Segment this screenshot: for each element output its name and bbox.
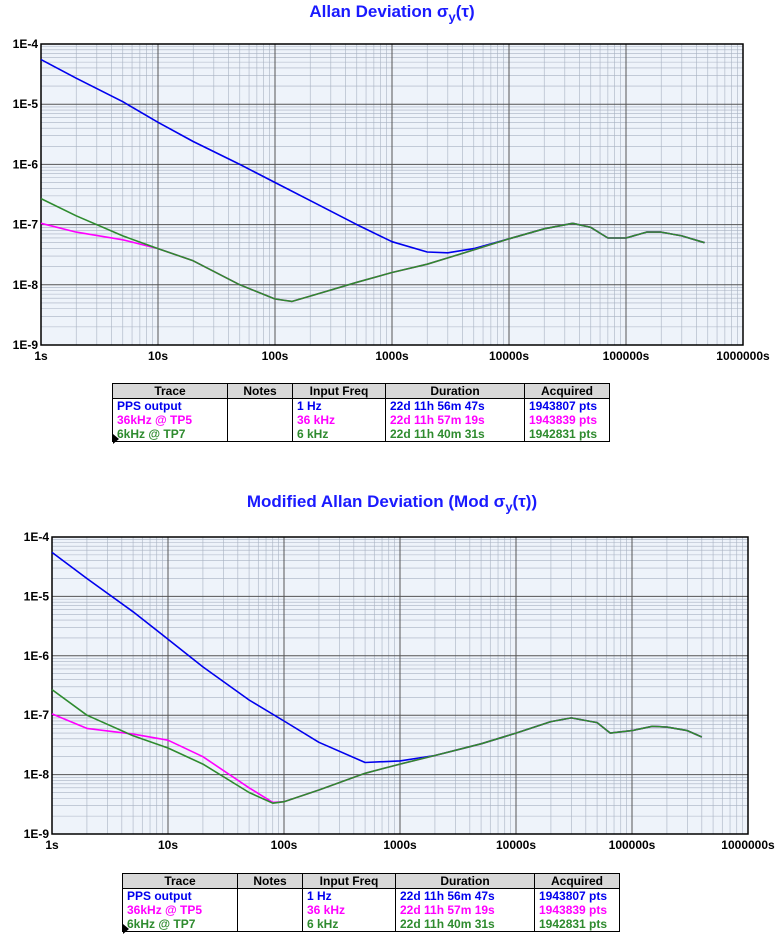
legend-table-2: Trace Notes Input Freq Duration Acquired… <box>122 873 620 932</box>
y-tick-label: 1E-5 <box>13 97 39 111</box>
legend-trace: PPS output <box>112 398 228 413</box>
chart1-title: Allan Deviation σy(τ) <box>309 2 475 25</box>
y-tick-label: 1E-4 <box>24 530 50 544</box>
allan-deviation-chart: 1s 10s 100s 1000s 10000s 100000s 1000000s 1E-9 1… <box>13 37 770 363</box>
legend-row-36khz: 36kHz @ TP5 36 kHz 22d 11h 57m 19s 19438… <box>122 903 620 917</box>
legend-duration: 22d 11h 40m 31s <box>395 917 535 932</box>
y-tick-label: 1E-7 <box>13 218 39 232</box>
legend-notes <box>227 398 293 413</box>
y-tick-label: 1E-5 <box>24 589 50 603</box>
y-tick-label: 1E-4 <box>13 37 39 51</box>
x-tick-label: 10000s <box>489 349 529 363</box>
legend-acquired: 1942831 pts <box>524 427 610 442</box>
legend-row-36khz: 36kHz @ TP5 36 kHz 22d 11h 57m 19s 19438… <box>112 413 610 427</box>
legend-acquired: 1943839 pts <box>534 903 620 917</box>
legend-duration: 22d 11h 56m 47s <box>395 888 535 903</box>
legend-freq: 1 Hz <box>292 398 386 413</box>
x-tick-label: 100s <box>271 838 298 852</box>
legend-row-6khz: 6kHz @ TP7 6 kHz 22d 11h 40m 31s 1942831… <box>122 917 620 932</box>
x-tick-label: 10s <box>158 838 178 852</box>
legend-header-notes: Notes <box>227 383 293 399</box>
legend-duration: 22d 11h 57m 19s <box>385 413 525 427</box>
legend-freq: 6 kHz <box>292 427 386 442</box>
legend-header-duration: Duration <box>385 383 525 399</box>
x-tick-label: 100000s <box>603 349 650 363</box>
x-tick-label: 100000s <box>609 838 656 852</box>
legend-acquired: 1943807 pts <box>524 398 610 413</box>
y-tick-label: 1E-8 <box>13 278 39 292</box>
legend-duration: 22d 11h 56m 47s <box>385 398 525 413</box>
x-tick-label: 1000s <box>375 349 409 363</box>
legend-freq: 1 Hz <box>302 888 396 903</box>
y-tick-label: 1E-6 <box>24 649 50 663</box>
series-line-green <box>51 688 703 805</box>
legend-acquired: 1943839 pts <box>524 413 610 427</box>
legend-duration: 22d 11h 57m 19s <box>395 903 535 917</box>
legend-freq: 6 kHz <box>302 917 396 932</box>
x-tick-label: 1s <box>34 349 48 363</box>
y-tick-label: 1E-9 <box>24 827 50 841</box>
x-tick-label: 100s <box>262 349 289 363</box>
legend-duration: 22d 11h 40m 31s <box>385 427 525 442</box>
legend-notes <box>237 888 303 903</box>
y-tick-label: 1E-8 <box>24 768 50 782</box>
legend-row-pps: PPS output 1 Hz 22d 11h 56m 47s 1943807 … <box>122 888 620 903</box>
plot-frame <box>40 43 744 346</box>
legend-header-freq: Input Freq <box>302 873 396 889</box>
legend-header-duration: Duration <box>395 873 535 889</box>
selected-row-marker-icon <box>113 434 119 444</box>
modified-allan-deviation-chart: 1s 10s 100s 1000s 10000s 100000s 1000000s 1E-9 1… <box>24 530 775 852</box>
legend-notes <box>237 903 303 917</box>
legend-row-6khz: 6kHz @ TP7 6 kHz 22d 11h 40m 31s 1942831… <box>112 427 610 442</box>
selected-row-marker-icon <box>123 924 129 934</box>
legend-notes <box>227 427 293 442</box>
x-tick-label: 1000s <box>383 838 417 852</box>
legend-notes <box>237 917 303 932</box>
legend-header-acquired: Acquired <box>534 873 620 889</box>
legend-header-trace: Trace <box>112 383 228 399</box>
legend-row-pps: PPS output 1 Hz 22d 11h 56m 47s 1943807 … <box>112 398 610 413</box>
y-tick-label: 1E-6 <box>13 157 39 171</box>
y-tick-label: 1E-7 <box>24 708 50 722</box>
legend-trace: PPS output <box>122 888 238 903</box>
x-tick-label: 1000000s <box>721 838 775 852</box>
legend-freq: 36 kHz <box>302 903 396 917</box>
legend-freq: 36 kHz <box>292 413 386 427</box>
x-tick-label: 10s <box>148 349 168 363</box>
legend-trace: 6kHz @ TP7 <box>122 917 238 932</box>
x-tick-label: 1s <box>45 838 59 852</box>
legend-header-trace: Trace <box>122 873 238 889</box>
series-line-green <box>40 197 705 303</box>
legend-header-notes: Notes <box>237 873 303 889</box>
legend-trace: 36kHz @ TP5 <box>112 413 228 427</box>
legend-acquired: 1943807 pts <box>534 888 620 903</box>
legend-trace: 6kHz @ TP7 <box>112 427 228 442</box>
y-tick-label: 1E-9 <box>13 338 39 352</box>
plot-frame <box>51 536 749 835</box>
legend-notes <box>227 413 293 427</box>
legend-table-1: Trace Notes Input Freq Duration Acquired… <box>112 383 610 442</box>
x-tick-label: 1000000s <box>716 349 770 363</box>
chart2-title: Modified Allan Deviation (Mod σy(τ)) <box>246 492 538 515</box>
x-tick-label: 10000s <box>496 838 536 852</box>
legend-acquired: 1942831 pts <box>534 917 620 932</box>
legend-trace: 36kHz @ TP5 <box>122 903 238 917</box>
legend-header-freq: Input Freq <box>292 383 386 399</box>
legend-header-acquired: Acquired <box>524 383 610 399</box>
